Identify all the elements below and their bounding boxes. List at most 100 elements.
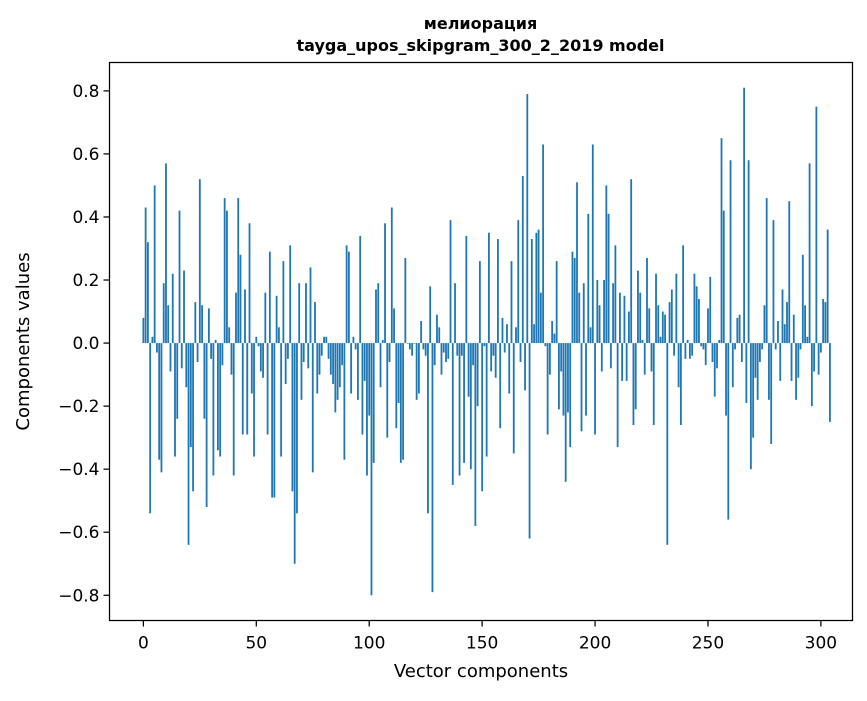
bar xyxy=(259,343,262,372)
bar xyxy=(235,292,237,344)
bar xyxy=(375,289,377,344)
bar xyxy=(228,327,231,344)
bar xyxy=(370,343,373,596)
bar xyxy=(417,343,420,394)
bar xyxy=(433,343,436,366)
bar xyxy=(813,343,816,372)
bar xyxy=(201,305,203,344)
bar xyxy=(323,336,325,344)
bar xyxy=(639,292,642,344)
bar xyxy=(176,343,179,419)
bar xyxy=(515,327,517,344)
bar xyxy=(442,343,445,353)
bar xyxy=(628,311,630,344)
bar xyxy=(688,343,691,359)
bar xyxy=(664,314,666,344)
x-tick-label: 150 xyxy=(466,634,498,654)
bar xyxy=(316,343,319,394)
bar xyxy=(451,343,454,485)
bar xyxy=(539,292,542,344)
bar xyxy=(596,280,599,344)
bar xyxy=(189,343,192,448)
bar xyxy=(815,106,818,344)
bar xyxy=(740,343,743,362)
bar xyxy=(772,220,775,344)
bar xyxy=(311,343,314,473)
bar xyxy=(729,160,732,344)
bar xyxy=(795,343,797,400)
bar xyxy=(377,283,380,344)
bar xyxy=(503,343,506,353)
y-axis-label: Components values xyxy=(13,252,34,430)
bar xyxy=(329,343,332,375)
bar xyxy=(657,305,660,344)
bar xyxy=(600,343,603,372)
bar xyxy=(352,336,355,344)
bar xyxy=(677,343,680,388)
bar xyxy=(314,302,316,344)
bar xyxy=(160,343,163,473)
chart-subtitle: tayga_upos_skipgram_300_2_2019 model xyxy=(297,36,665,55)
bar xyxy=(244,289,246,344)
bar xyxy=(731,343,734,388)
bar xyxy=(607,213,610,344)
bar xyxy=(268,251,271,344)
bar xyxy=(449,220,452,344)
bar xyxy=(826,229,829,344)
bar xyxy=(334,343,337,413)
bar xyxy=(357,343,359,400)
bar xyxy=(594,343,596,435)
bar xyxy=(153,185,156,344)
bar xyxy=(469,343,472,470)
bar xyxy=(494,343,497,378)
bar xyxy=(632,343,635,426)
bar xyxy=(668,302,671,344)
x-tick-label: 50 xyxy=(245,634,267,654)
bar xyxy=(277,327,280,344)
bar xyxy=(759,343,761,362)
bar xyxy=(673,343,675,356)
bar xyxy=(368,343,371,416)
bar xyxy=(707,308,709,344)
bar xyxy=(655,273,657,344)
bar xyxy=(445,343,447,362)
bar xyxy=(196,343,199,362)
bar xyxy=(765,198,768,344)
bar xyxy=(415,343,418,400)
bar xyxy=(463,343,465,463)
bar xyxy=(768,343,770,400)
bar xyxy=(510,261,513,344)
bar xyxy=(230,343,233,375)
bar xyxy=(350,343,353,394)
bar xyxy=(711,343,714,362)
bar xyxy=(345,245,348,344)
bar xyxy=(492,343,495,356)
bar xyxy=(650,343,653,372)
bar xyxy=(743,87,746,344)
bar xyxy=(508,343,511,394)
bar xyxy=(144,207,147,344)
bar xyxy=(779,343,782,381)
bar xyxy=(460,343,463,356)
bar xyxy=(546,343,549,435)
bar xyxy=(564,343,567,482)
bar xyxy=(151,336,154,344)
bar xyxy=(198,179,201,344)
bar xyxy=(761,343,764,350)
bar xyxy=(501,317,504,344)
bar xyxy=(684,343,687,359)
bar xyxy=(774,343,777,350)
bar xyxy=(293,343,296,564)
bar xyxy=(165,163,167,344)
bar xyxy=(788,201,791,344)
bar xyxy=(524,343,526,391)
bar xyxy=(287,343,289,359)
bar xyxy=(641,339,644,344)
bar xyxy=(591,144,594,344)
bar xyxy=(411,343,414,356)
bar xyxy=(576,182,578,344)
bar xyxy=(562,343,565,416)
bar xyxy=(643,343,646,375)
bar xyxy=(226,210,228,344)
